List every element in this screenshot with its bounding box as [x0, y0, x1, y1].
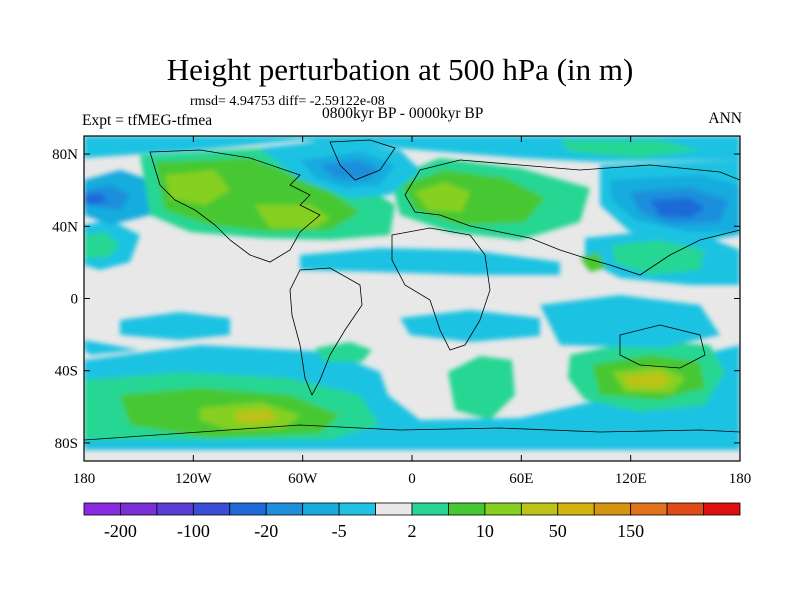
lat-axis: 80N 40N 0 40S 80S: [52, 147, 740, 452]
colorbar-label: 2: [408, 521, 417, 541]
lon-tick-label: 0: [408, 471, 416, 487]
lon-tick-label: 180: [73, 471, 96, 487]
colorbar: -200 -100 -20 -5 2 10 50 150: [83, 502, 741, 541]
coastline-australia: [619, 324, 706, 369]
lon-tick-label: 180: [729, 471, 752, 487]
contour-band: [415, 182, 470, 212]
lon-tick-label: 60E: [509, 471, 533, 487]
colorbar-swatch: [666, 502, 704, 516]
contour-band: [84, 340, 140, 355]
colorbar-label: 150: [617, 521, 644, 541]
colorbar-label: -5: [332, 521, 347, 541]
lat-tick-label: 80N: [52, 147, 78, 163]
coastline-north-america: [149, 149, 321, 263]
colorbar-swatch: [557, 502, 595, 516]
colorbar-swatch: [593, 502, 632, 516]
coastlines: [84, 139, 740, 441]
lat-tick-label: 40S: [55, 364, 78, 380]
experiment-label: Expt = tfMEG-tfmea: [82, 112, 213, 129]
contour-band: [84, 232, 120, 258]
contour-band: [650, 198, 705, 218]
contour-band: [580, 252, 606, 272]
colorbar-swatch: [265, 502, 304, 516]
contour-band: [300, 248, 560, 275]
colorbar-swatch: [375, 502, 413, 516]
coastline-south-america: [289, 267, 363, 396]
lon-axis: 180 120W 60W 0 60E 120E 180: [73, 136, 752, 487]
contour-band: [400, 310, 540, 342]
lat-tick-label: 80S: [55, 436, 78, 452]
coastline-africa: [391, 227, 491, 351]
colorbar-swatch: [484, 502, 522, 516]
colorbar-swatch: [630, 502, 668, 516]
lon-tick-label: 120W: [175, 471, 213, 487]
season-label: ANN: [708, 110, 742, 127]
contour-band: [560, 140, 700, 158]
coastline-eurasia: [404, 159, 740, 276]
colorbar-swatch: [229, 502, 267, 516]
stats-line: rmsd= 4.94753 diff= -2.59122e-08: [190, 94, 385, 109]
coastline-greenland: [329, 139, 396, 181]
colorbar-label: -200: [104, 521, 137, 541]
colorbar-swatch: [156, 502, 194, 516]
period-label: 0800kyr BP - 0000kyr BP: [322, 105, 484, 122]
lon-tick-label: 60W: [288, 471, 318, 487]
colorbar-swatch: [302, 502, 340, 516]
colorbar-label: -20: [254, 521, 278, 541]
contour-band: [120, 312, 230, 340]
contour-band: [84, 193, 108, 205]
contour-band: [540, 295, 720, 348]
contour-band: [320, 160, 380, 180]
contour-band: [622, 372, 672, 388]
colorbar-label: 50: [549, 521, 567, 541]
lat-tick-label: 0: [71, 292, 79, 308]
colorbar-swatch: [192, 502, 231, 516]
lon-tick-label: 120E: [615, 471, 647, 487]
anomaly-field: [84, 136, 740, 461]
plot-title: Height perturbation at 500 hPa (in m): [166, 52, 634, 87]
colorbar-swatch: [448, 502, 486, 516]
colorbar-swatch: [83, 502, 121, 516]
colorbar-swatch: [338, 502, 376, 516]
colorbar-swatch: [411, 502, 449, 516]
contour-band: [235, 409, 278, 424]
contour-band: [448, 356, 515, 420]
colorbar-swatch: [520, 502, 559, 516]
lat-tick-label: 40N: [52, 219, 78, 235]
colorbar-label: 10: [476, 521, 494, 541]
colorbar-swatch: [703, 502, 741, 516]
coastline-antarctica: [84, 424, 740, 441]
contour-band: [402, 170, 545, 225]
contour-band: [165, 170, 230, 205]
colorbar-swatch: [120, 502, 158, 516]
colorbar-label: -100: [177, 521, 210, 541]
